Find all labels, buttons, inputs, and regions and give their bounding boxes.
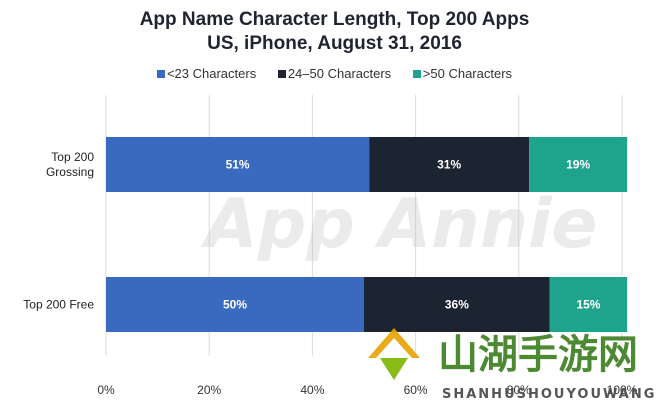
x-tick-label: 80% [507,383,531,397]
x-tick-label: 20% [197,383,221,397]
bar-value-label: 31% [437,158,461,172]
x-tick-label: 0% [97,383,115,397]
bar-value-label: 15% [576,298,600,312]
bar-value-label: 19% [566,158,590,172]
legend-item-long: >50 Characters [412,66,513,81]
bar-segment [529,137,628,192]
bar-value-label: 36% [445,298,469,312]
legend: <23 Characters 24–50 Characters >50 Char… [0,66,669,81]
legend-swatch-short [156,70,165,78]
bar-segment [369,137,530,192]
legend-swatch-medium [277,70,286,78]
legend-item-medium: 24–50 Characters [277,66,392,81]
bar-segment [364,277,550,332]
x-tick-label: 60% [404,383,428,397]
bar-value-label: 50% [223,298,247,312]
legend-swatch-long [412,70,421,78]
chart-title: App Name Character Length, Top 200 Apps [139,9,530,30]
legend-label-short: <23 Characters [166,66,257,81]
legend-item-short: <23 Characters [156,66,257,81]
category-label: Top 200 Grossing [46,150,94,179]
bar-segment [106,137,370,192]
bar-value-label: 51% [226,158,250,172]
bar-segment [106,277,364,332]
bar-segment [549,277,628,332]
legend-label-medium: 24–50 Characters [287,66,392,81]
x-tick-label: 40% [300,383,324,397]
chart-subtitle: US, iPhone, August 31, 2016 [207,33,462,54]
category-label: Top 200 Free [23,298,94,312]
legend-label-long: >50 Characters [422,66,513,81]
x-tick-label: 100% [607,383,638,397]
